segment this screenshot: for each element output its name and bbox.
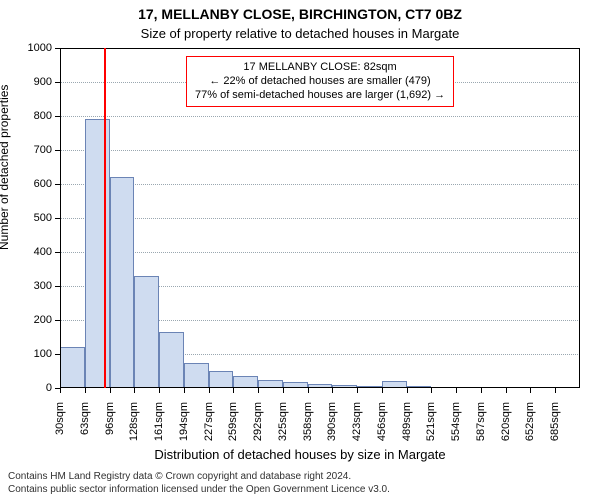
footer-line2: Contains public sector information licen… [8, 484, 390, 497]
gridline [60, 218, 580, 219]
x-tick-label: 128sqm [128, 402, 140, 452]
y-tick-label: 1000 [12, 42, 52, 54]
annotation-box: 17 MELLANBY CLOSE: 82sqm← 22% of detache… [186, 56, 454, 107]
x-axis-label: Distribution of detached houses by size … [0, 447, 600, 462]
y-tick-label: 400 [12, 246, 52, 258]
x-tick-label: 194sqm [178, 402, 190, 452]
x-tick-mark [407, 388, 408, 393]
x-tick-label: 456sqm [376, 402, 388, 452]
x-tick-mark [233, 388, 234, 393]
gridline [60, 150, 580, 151]
x-tick-label: 358sqm [302, 402, 314, 452]
x-tick-mark [85, 388, 86, 393]
x-tick-label: 652sqm [524, 402, 536, 452]
y-tick-label: 200 [12, 314, 52, 326]
y-axis-label: Number of detached properties [0, 85, 11, 250]
annotation-line2: ← 22% of detached houses are smaller (47… [195, 75, 445, 89]
x-tick-mark [481, 388, 482, 393]
x-tick-mark [159, 388, 160, 393]
x-tick-label: 587sqm [475, 402, 487, 452]
y-tick-label: 700 [12, 144, 52, 156]
y-tick-label: 800 [12, 110, 52, 122]
x-tick-mark [134, 388, 135, 393]
y-tick-label: 900 [12, 76, 52, 88]
x-tick-label: 620sqm [500, 402, 512, 452]
footer-line1: Contains HM Land Registry data © Crown c… [8, 471, 390, 484]
x-tick-label: 259sqm [227, 402, 239, 452]
histogram-bar [209, 371, 234, 388]
chart-title-line1: 17, MELLANBY CLOSE, BIRCHINGTON, CT7 0BZ [0, 6, 600, 22]
x-tick-mark [382, 388, 383, 393]
axis-border [60, 387, 580, 388]
property-marker-line [104, 48, 106, 388]
x-tick-label: 685sqm [549, 402, 561, 452]
y-tick-label: 600 [12, 178, 52, 190]
gridline [60, 252, 580, 253]
y-tick-label: 0 [12, 382, 52, 394]
x-tick-label: 390sqm [326, 402, 338, 452]
x-tick-mark [60, 388, 61, 393]
axis-border [579, 48, 580, 388]
x-tick-label: 30sqm [54, 402, 66, 452]
gridline [60, 116, 580, 117]
x-tick-mark [357, 388, 358, 393]
axis-border [60, 48, 61, 388]
x-tick-mark [530, 388, 531, 393]
x-tick-mark [110, 388, 111, 393]
x-tick-label: 521sqm [425, 402, 437, 452]
x-tick-label: 227sqm [203, 402, 215, 452]
histogram-bar [159, 332, 184, 388]
y-tick-label: 100 [12, 348, 52, 360]
x-tick-mark [209, 388, 210, 393]
annotation-line1: 17 MELLANBY CLOSE: 82sqm [195, 61, 445, 75]
y-tick-label: 500 [12, 212, 52, 224]
x-tick-mark [456, 388, 457, 393]
x-tick-label: 161sqm [153, 402, 165, 452]
histogram-bar [184, 363, 209, 389]
x-tick-mark [555, 388, 556, 393]
x-tick-mark [431, 388, 432, 393]
histogram-bar [134, 276, 159, 388]
x-tick-label: 292sqm [252, 402, 264, 452]
x-tick-label: 489sqm [401, 402, 413, 452]
annotation-line3: 77% of semi-detached houses are larger (… [195, 89, 445, 103]
x-tick-label: 325sqm [277, 402, 289, 452]
gridline [60, 184, 580, 185]
x-tick-label: 554sqm [450, 402, 462, 452]
x-tick-label: 423sqm [351, 402, 363, 452]
histogram-bar [110, 177, 135, 388]
x-tick-mark [332, 388, 333, 393]
x-tick-mark [308, 388, 309, 393]
x-tick-label: 96sqm [104, 402, 116, 452]
x-tick-mark [506, 388, 507, 393]
x-tick-label: 63sqm [79, 402, 91, 452]
footer-attribution: Contains HM Land Registry data © Crown c… [8, 471, 390, 496]
x-tick-mark [184, 388, 185, 393]
plot-area: 0100200300400500600700800900100030sqm63s… [60, 48, 580, 388]
x-tick-mark [283, 388, 284, 393]
chart-container: 17, MELLANBY CLOSE, BIRCHINGTON, CT7 0BZ… [0, 0, 600, 500]
x-tick-mark [258, 388, 259, 393]
chart-title-line2: Size of property relative to detached ho… [0, 26, 600, 41]
histogram-bar [60, 347, 85, 388]
y-tick-label: 300 [12, 280, 52, 292]
axis-border [60, 48, 580, 49]
